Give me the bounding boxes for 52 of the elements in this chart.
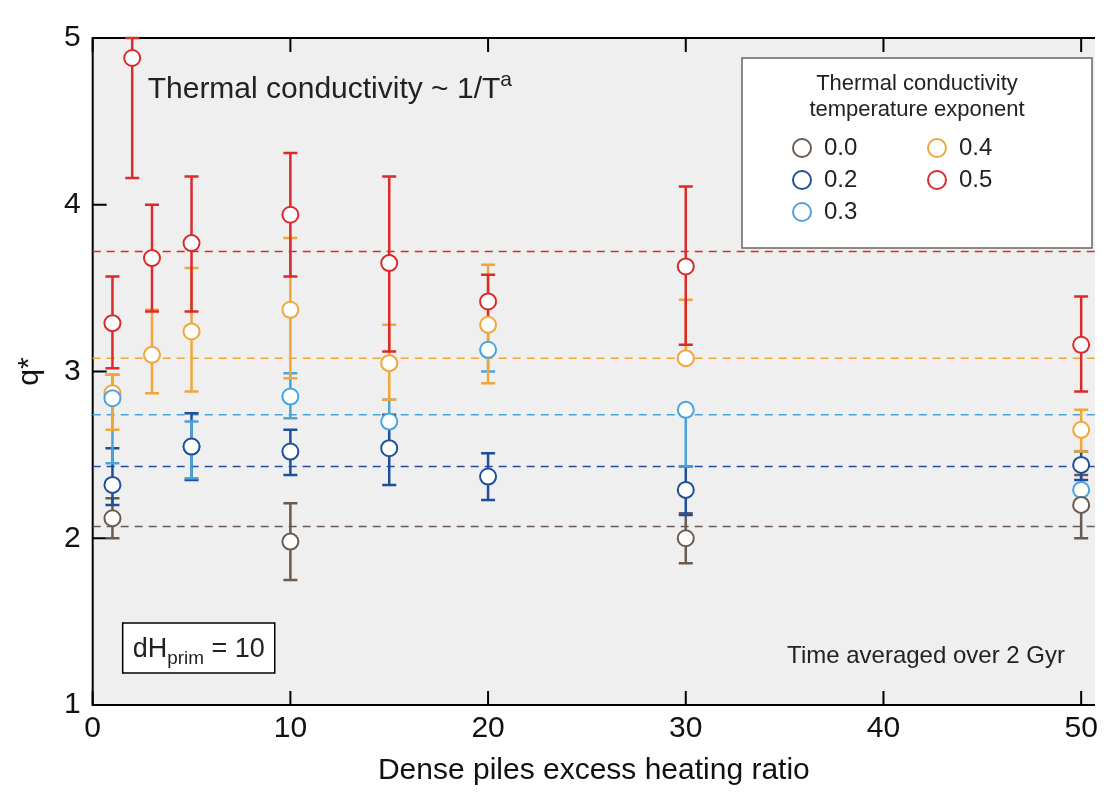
point xyxy=(123,49,142,68)
point xyxy=(380,354,399,373)
point xyxy=(380,439,399,458)
y-axis-title: q* xyxy=(11,357,45,386)
point xyxy=(281,387,300,406)
annotation: Time averaged over 2 Gyr xyxy=(787,641,1066,668)
x-tick-label: 40 xyxy=(866,710,901,744)
point xyxy=(380,254,399,273)
legend-label: 0.0 xyxy=(824,132,858,160)
x-tick-label: 30 xyxy=(669,710,703,744)
point xyxy=(103,389,122,408)
legend-label: 0.3 xyxy=(824,196,858,224)
point xyxy=(479,315,498,334)
x-axis-title: Dense piles excess heating ratio xyxy=(377,752,810,786)
point xyxy=(676,349,695,368)
y-tick-label: 5 xyxy=(64,19,81,53)
point xyxy=(103,509,122,528)
y-tick-label: 1 xyxy=(64,686,81,720)
point xyxy=(479,292,498,311)
point xyxy=(182,322,201,341)
point xyxy=(676,257,695,276)
point xyxy=(676,480,695,499)
x-tick-label: 0 xyxy=(84,710,102,744)
point xyxy=(142,345,161,364)
x-tick-label: 10 xyxy=(273,710,308,744)
point xyxy=(1072,495,1091,514)
point xyxy=(1072,420,1091,439)
point xyxy=(380,412,399,431)
legend-label: 0.4 xyxy=(959,132,993,160)
legend-label: 0.2 xyxy=(824,164,858,192)
point xyxy=(1072,480,1091,499)
point xyxy=(281,205,300,224)
y-tick-label: 3 xyxy=(64,352,81,386)
point xyxy=(1072,335,1091,354)
point xyxy=(1072,455,1091,474)
point xyxy=(479,340,498,359)
point xyxy=(281,532,300,551)
point xyxy=(103,314,122,333)
point xyxy=(281,442,300,461)
y-tick-label: 2 xyxy=(64,519,81,553)
point xyxy=(103,475,122,494)
legend-label: 0.5 xyxy=(959,164,993,192)
point xyxy=(479,467,498,486)
point xyxy=(142,249,161,268)
point xyxy=(281,300,300,319)
point xyxy=(182,234,201,253)
point xyxy=(676,400,695,419)
point xyxy=(676,529,695,548)
x-tick-label: 20 xyxy=(471,710,505,744)
y-tick-label: 4 xyxy=(64,186,81,220)
legend-title: Thermal conductivity temperature exponent xyxy=(809,70,1025,121)
x-tick-label: 50 xyxy=(1064,710,1098,744)
